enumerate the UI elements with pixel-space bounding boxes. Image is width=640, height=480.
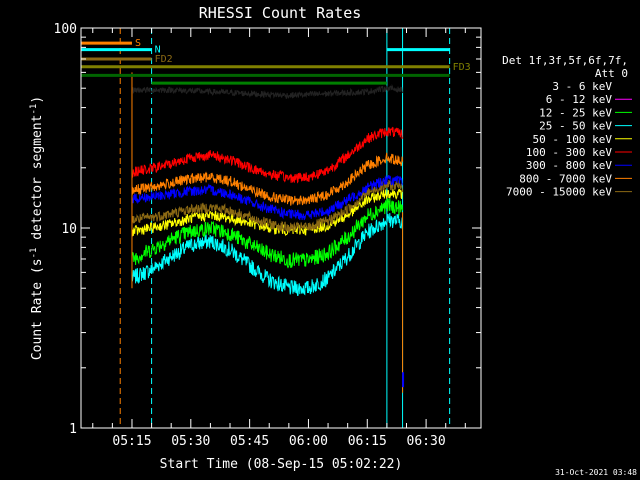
legend-entry-label: 50 - 100 keV	[533, 133, 613, 146]
x-tick-label: 05:45	[230, 434, 269, 449]
flag-label: FD3	[453, 62, 471, 73]
series-trace	[131, 174, 404, 221]
legend-header: Att 0	[595, 67, 628, 80]
y-axis-label: Count Rate (s-1 detector segment-1)	[29, 96, 45, 360]
flag-label: FD2	[155, 54, 173, 65]
legend-entry-label: 25 - 50 keV	[539, 120, 612, 133]
y-tick-label: 100	[54, 22, 77, 37]
legend-entry-label: 12 - 25 keV	[539, 106, 612, 119]
legend-entry-label: 7000 - 15000 keV	[506, 186, 612, 199]
legend-entry-label: 800 - 7000 keV	[519, 172, 612, 185]
series-trace	[131, 188, 404, 237]
x-axis: 05:15 05:30 05:45 06:00 06:15 06:30	[92, 28, 466, 449]
y-axis: 1 10 100	[54, 22, 481, 437]
flag-label: N	[155, 45, 161, 56]
legend-header: Det 1f,3f,5f,6f,7f,	[502, 54, 628, 67]
y-tick-label: 1	[69, 422, 77, 437]
x-tick-label: 05:15	[112, 434, 151, 449]
x-tick-label: 06:30	[407, 434, 446, 449]
flag-label: S	[135, 38, 141, 49]
series-trace	[131, 213, 404, 296]
y-tick-label: 10	[61, 222, 77, 237]
series-layer	[131, 72, 405, 393]
x-tick-label: 06:00	[289, 434, 328, 449]
chart-title: RHESSI Count Rates	[199, 4, 362, 22]
series-trace	[131, 126, 404, 184]
legend-entry-label: 3 - 6 keV	[552, 80, 612, 93]
x-axis-label: Start Time (08-Sep-15 05:02:22)	[160, 457, 403, 472]
x-tick-label: 05:30	[171, 434, 210, 449]
legend-entry-label: 6 - 12 keV	[546, 93, 613, 106]
legend-entry-label: 300 - 800 keV	[526, 159, 612, 172]
series-trace	[131, 152, 404, 206]
legend-entry-label: 100 - 300 keV	[526, 146, 612, 159]
series-trace	[131, 179, 404, 233]
x-tick-label: 06:15	[348, 434, 387, 449]
footer-timestamp: 31-Oct-2021 03:48	[555, 468, 637, 477]
series-trace	[131, 198, 404, 269]
series-trace	[131, 83, 404, 100]
